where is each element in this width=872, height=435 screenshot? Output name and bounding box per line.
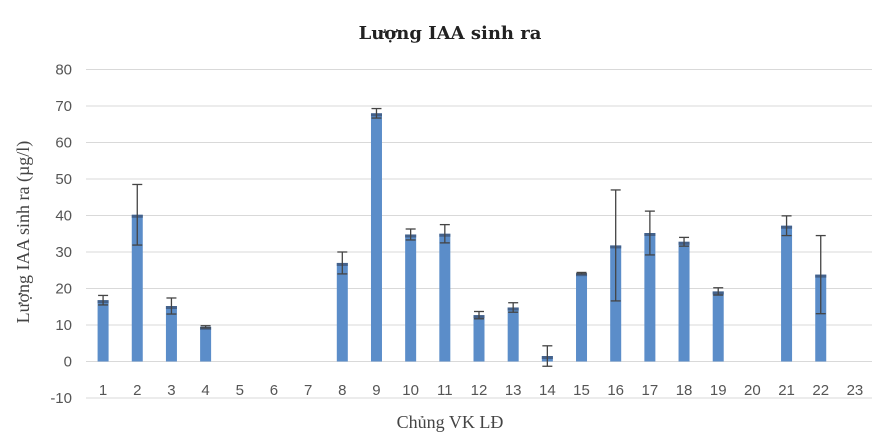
y-tick-label: 40 [55, 208, 72, 225]
bar [336, 262, 348, 362]
bar [473, 315, 485, 362]
x-tick-label: 1 [99, 382, 107, 399]
chart-title: Lượng IAA sinh ra [359, 23, 542, 44]
bar [165, 306, 177, 362]
x-tick-label: 3 [167, 382, 175, 399]
bar [644, 233, 656, 362]
x-tick-label: 20 [744, 382, 761, 399]
x-tick-label: 16 [607, 382, 624, 399]
bars [97, 113, 827, 362]
x-tick-label: 18 [676, 382, 693, 399]
error-bars [98, 107, 826, 367]
y-axis-ticks: -10 0 10 20 30 40 50 60 70 80 [50, 62, 72, 408]
x-tick-label: 10 [402, 382, 419, 399]
x-tick-label: 17 [642, 382, 659, 399]
bar [610, 245, 622, 362]
x-axis-title: Chủng VK LĐ [397, 412, 504, 432]
y-tick-label: 70 [55, 98, 72, 115]
x-tick-label: 15 [573, 382, 590, 399]
y-tick-label: 60 [55, 135, 72, 152]
bar [439, 233, 451, 362]
bar [507, 307, 519, 362]
x-tick-label: 21 [778, 382, 795, 399]
y-tick-label: -10 [50, 390, 72, 407]
x-tick-label: 5 [236, 382, 244, 399]
x-tick-label: 19 [710, 382, 727, 399]
y-tick-label: 80 [55, 62, 72, 79]
x-tick-label: 6 [270, 382, 278, 399]
bar [200, 326, 212, 362]
gridlines [86, 69, 872, 399]
bar [576, 273, 588, 362]
bar [712, 291, 724, 362]
x-tick-label: 22 [812, 382, 829, 399]
x-tick-label: 8 [338, 382, 346, 399]
y-tick-label: 0 [64, 354, 72, 371]
x-tick-label: 12 [471, 382, 488, 399]
bar [815, 274, 827, 362]
y-tick-label: 50 [55, 171, 72, 188]
bar-cap [576, 273, 588, 277]
x-tick-label: 2 [133, 382, 141, 399]
bar [97, 300, 109, 362]
bar [370, 113, 382, 362]
bar [781, 225, 793, 362]
x-tick-label: 23 [847, 382, 864, 399]
x-tick-label: 11 [437, 382, 453, 399]
x-tick-label: 7 [304, 382, 312, 399]
x-tick-label: 13 [505, 382, 522, 399]
x-tick-label: 4 [201, 382, 209, 399]
bar [678, 241, 690, 362]
bar [405, 234, 417, 362]
x-tick-label: 14 [539, 382, 556, 399]
y-tick-label: 30 [55, 244, 72, 261]
y-tick-label: 10 [55, 317, 72, 334]
bar [131, 214, 143, 362]
y-axis-title: Lượng IAA sinh ra (µg/l) [13, 141, 34, 324]
y-tick-label: 20 [55, 281, 72, 298]
x-tick-label: 9 [372, 382, 380, 399]
x-axis-ticks: 1 2 3 4 5 6 7 8 9 10 11 12 13 14 15 16 17 18 19 20 21 22 23 [99, 382, 863, 399]
